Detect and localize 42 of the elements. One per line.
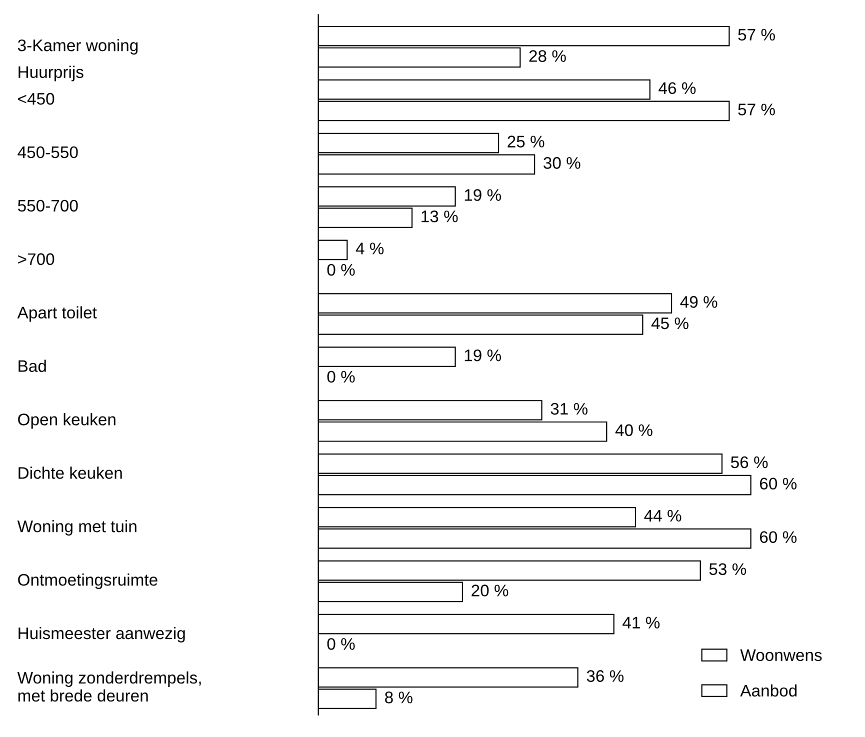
data-label: 31 %	[550, 402, 588, 415]
data-label: 30 %	[544, 157, 580, 169]
data-label: 0 %	[327, 638, 355, 650]
data-label: 0 %	[327, 264, 355, 276]
data-label: 53 %	[709, 563, 746, 576]
y-tick-label: Woning zonderdrempels, met brede deuren	[17, 671, 201, 702]
legend-label: Aanbod	[740, 684, 797, 697]
data-label: 40 %	[615, 424, 652, 436]
data-label: 8 %	[385, 692, 412, 704]
data-label: 60 %	[760, 478, 797, 490]
data-label: 45 %	[651, 317, 688, 330]
data-label: 28 %	[529, 50, 566, 62]
data-label: 46 %	[658, 82, 696, 94]
legend-label: Woonwens	[740, 649, 822, 662]
y-tick-label: Dichte keuken	[18, 466, 122, 479]
y-tick-label: 450-550	[18, 146, 78, 158]
data-label: 44 %	[644, 510, 682, 522]
y-tick-label: >700	[18, 253, 54, 266]
data-label: 0 %	[327, 370, 355, 383]
data-label: 19 %	[464, 349, 502, 362]
data-label: 20 %	[472, 584, 508, 596]
data-label: 56 %	[730, 456, 768, 468]
y-tick-label: Apart toilet	[17, 306, 97, 322]
data-label: 57 %	[738, 104, 775, 116]
y-tick-label: 3-Kamer woning	[18, 39, 138, 55]
data-label: 4 %	[356, 242, 384, 254]
y-tick-label: <450	[18, 92, 54, 105]
y-tick-label: Open keuken	[18, 413, 116, 429]
data-label: 36 %	[586, 670, 624, 682]
data-label: 25 %	[508, 136, 544, 148]
data-label: 49 %	[680, 296, 718, 308]
y-tick-label: Ontmoetingsruimte	[18, 574, 158, 590]
data-label: 41 %	[622, 616, 660, 628]
y-tick-label: Bad	[18, 360, 46, 372]
y-tick-label: Woning met tuin	[17, 520, 136, 536]
data-label: 60 %	[760, 531, 797, 543]
text: Huurprijs	[18, 66, 84, 82]
data-label: 19 %	[464, 189, 502, 201]
y-tick-label: 550-700	[18, 200, 78, 212]
y-tick-label: Huismeester aanwezig	[18, 626, 185, 642]
data-label: 57 %	[738, 28, 775, 41]
data-label: 13 %	[422, 210, 458, 222]
